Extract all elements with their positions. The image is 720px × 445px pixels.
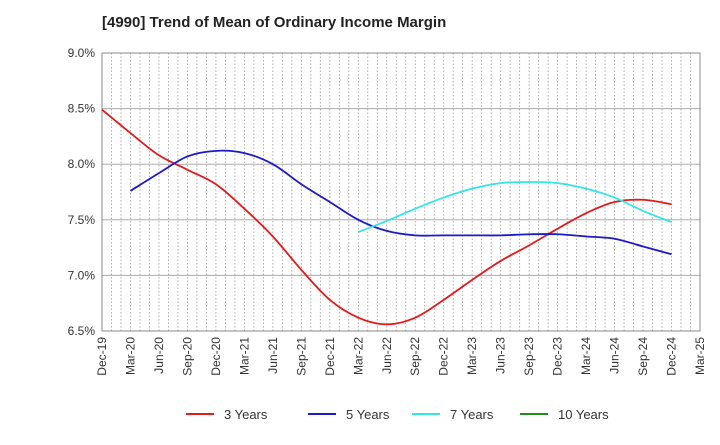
legend-label-7-years: 7 Years xyxy=(450,407,494,422)
x-tick-label: Sep-23 xyxy=(522,337,536,376)
x-tick-label: Jun-22 xyxy=(380,337,394,374)
y-tick-label: 7.5% xyxy=(68,213,96,227)
x-tick-label: Mar-23 xyxy=(465,337,479,375)
x-tick-label: Mar-20 xyxy=(123,337,137,375)
x-tick-label: Dec-20 xyxy=(209,337,223,376)
x-tick-label: Dec-22 xyxy=(437,337,451,376)
y-tick-label: 9.0% xyxy=(68,46,96,60)
series-line-5-years xyxy=(129,149,672,256)
chart-title: [4990] Trend of Mean of Ordinary Income … xyxy=(102,14,447,31)
x-tick-label: Jun-20 xyxy=(152,337,166,374)
x-tick-label: Dec-21 xyxy=(323,337,337,376)
legend-label-3-years: 3 Years xyxy=(224,407,268,422)
x-tick-label: Jun-23 xyxy=(494,337,508,374)
x-tick-label: Dec-19 xyxy=(95,337,109,376)
y-tick-label: 7.0% xyxy=(68,268,96,282)
x-tick-label: Mar-21 xyxy=(237,337,251,375)
x-tick-label: Jun-21 xyxy=(266,337,280,374)
x-tick-label: Sep-21 xyxy=(294,337,308,376)
x-tick-label: Dec-24 xyxy=(665,337,679,376)
plot-area xyxy=(102,53,700,331)
x-tick-label: Sep-24 xyxy=(636,337,650,376)
series-line-7-years xyxy=(357,181,672,233)
y-tick-label: 8.0% xyxy=(68,157,96,171)
x-tick-label: Sep-22 xyxy=(408,337,422,376)
x-tick-label: Dec-23 xyxy=(551,337,565,376)
y-tick-label: 8.5% xyxy=(68,102,96,116)
legend-label-5-years: 5 Years xyxy=(346,407,390,422)
x-tick-label: Mar-22 xyxy=(351,337,365,375)
x-tick-label: Mar-25 xyxy=(693,337,707,375)
legend-label-10-years: 10 Years xyxy=(558,407,609,422)
x-tick-label: Jun-24 xyxy=(608,337,622,374)
plot-border xyxy=(101,52,701,332)
x-tick-label: Mar-24 xyxy=(579,337,593,375)
series-line-3-years xyxy=(101,109,672,326)
x-tick-label: Sep-20 xyxy=(180,337,194,376)
y-tick-label: 6.5% xyxy=(68,324,96,338)
